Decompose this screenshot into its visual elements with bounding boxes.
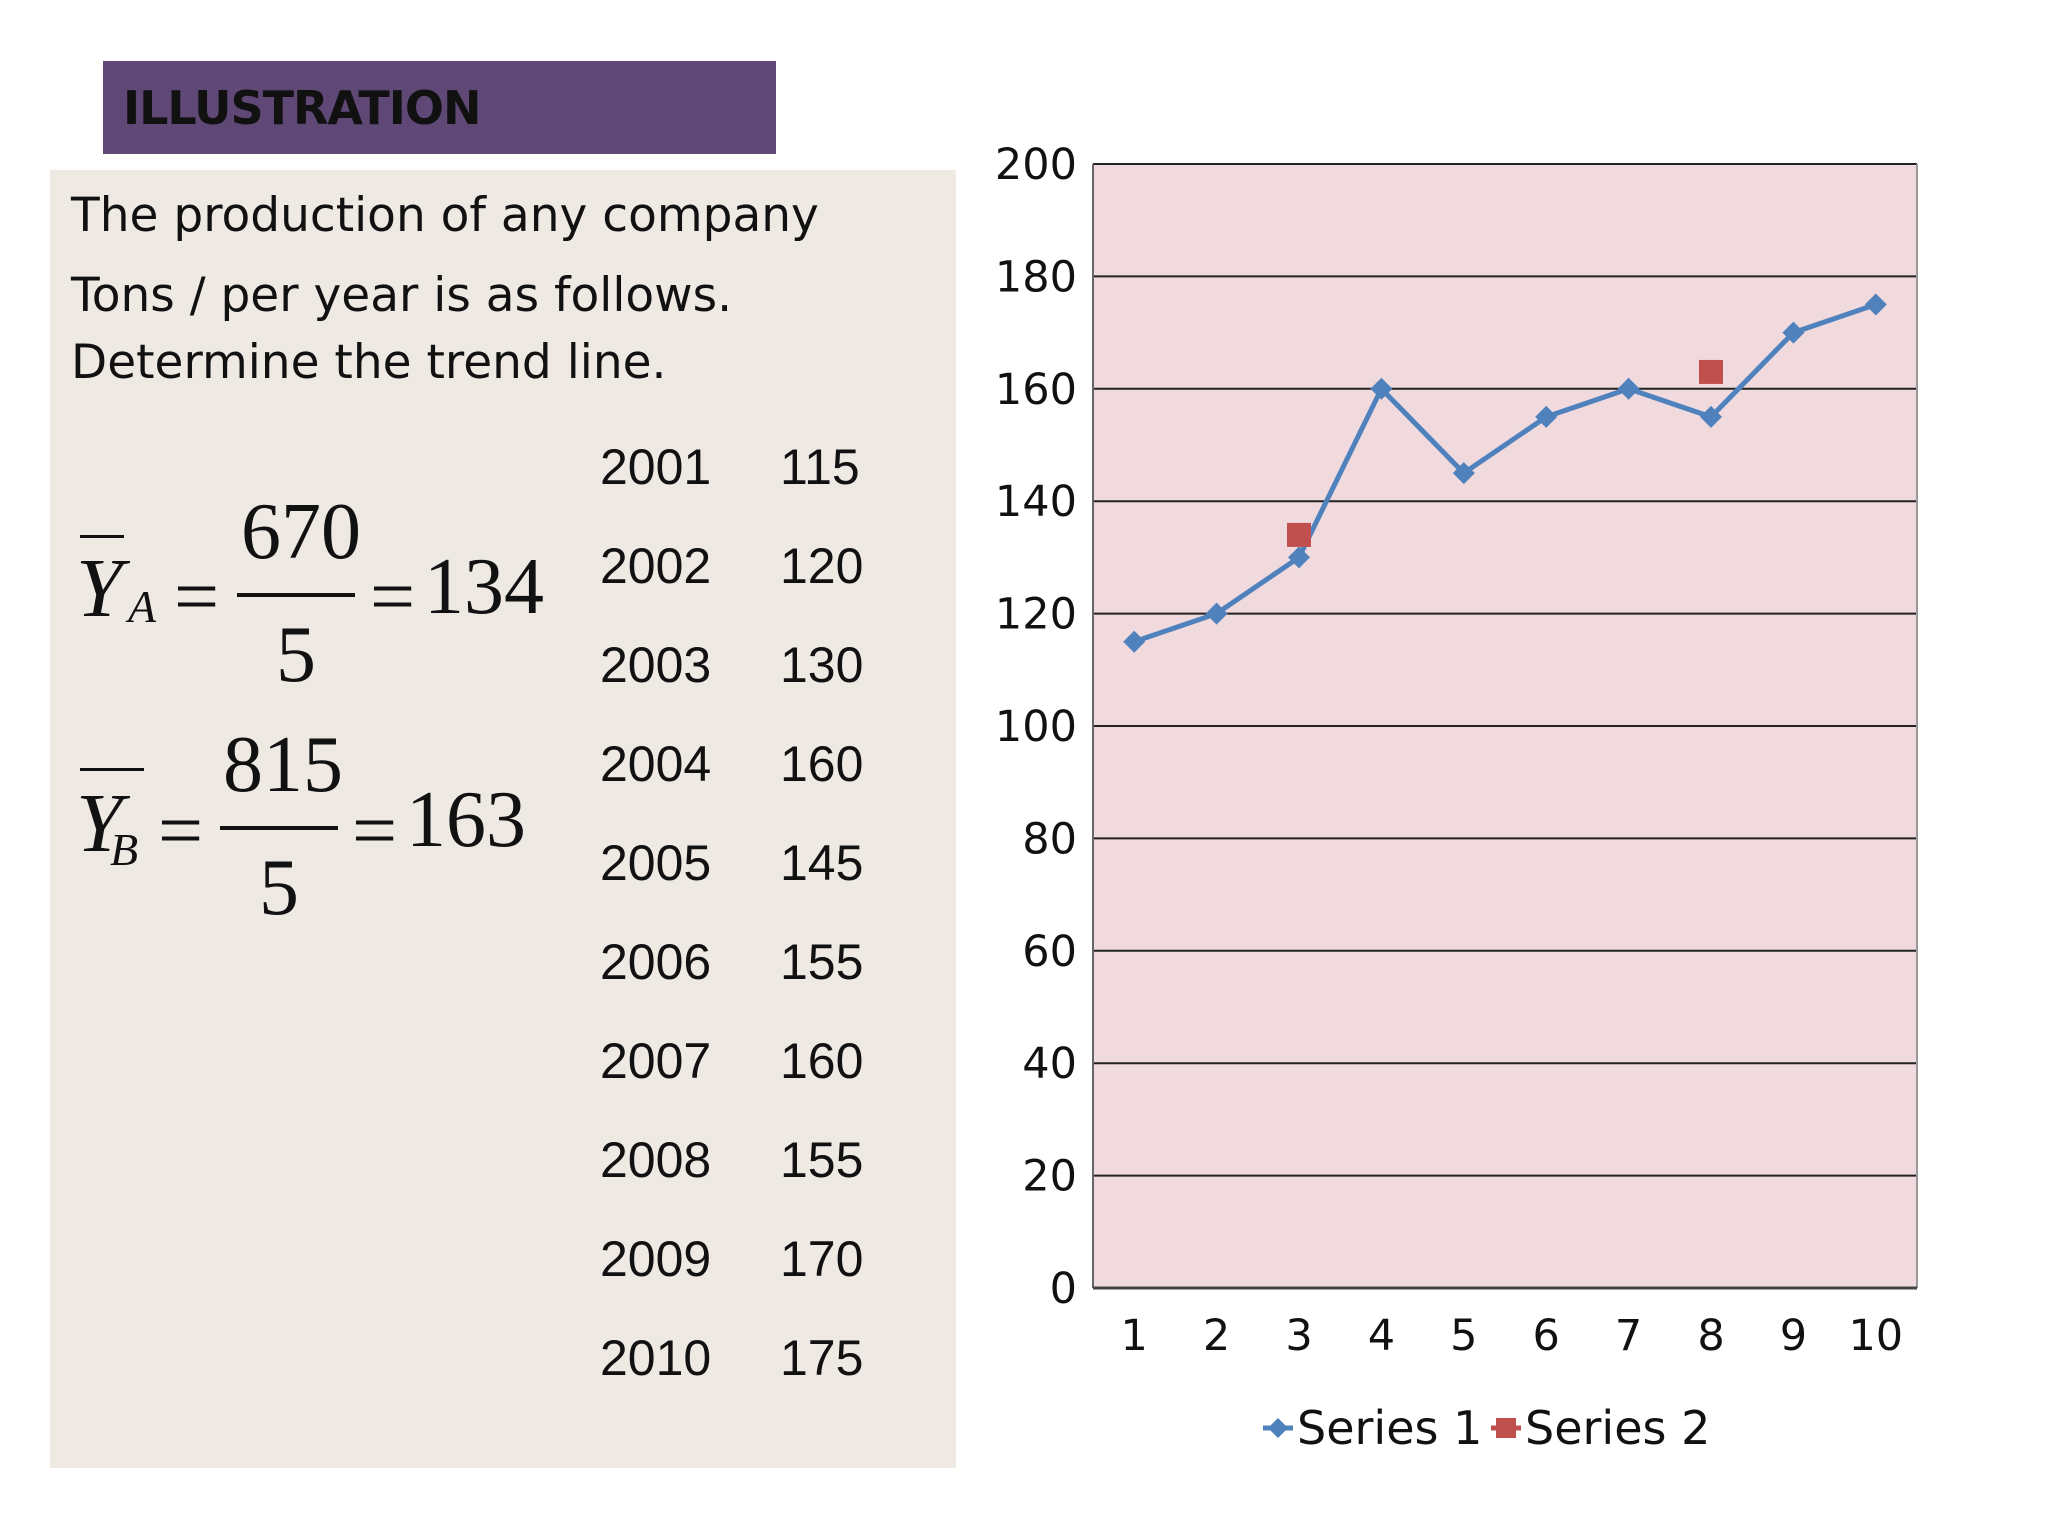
y-tick-label: 140 (995, 477, 1077, 527)
slide-title: ILLUSTRATION (123, 80, 482, 135)
legend-label: Series 1 (1297, 1401, 1482, 1455)
table-value-cell: 130 (780, 637, 864, 693)
legend-marker (1496, 1418, 1516, 1438)
problem-line-1: The production of any company (71, 188, 819, 243)
table-year-cell: 2003 (600, 637, 712, 693)
table-year-cell: 2007 (600, 1033, 712, 1089)
table-value-cell: 160 (780, 736, 864, 792)
table-year-cell: 2010 (600, 1330, 712, 1386)
series-point (1700, 405, 1722, 428)
numerator: 670 (241, 488, 361, 576)
legend-label: Series 2 (1525, 1401, 1710, 1455)
y-tick-label: 80 (1022, 814, 1077, 864)
denominator: 5 (276, 611, 316, 699)
x-tick-label: 5 (1450, 1311, 1477, 1361)
x-tick-label: 9 (1780, 1311, 1807, 1361)
table-value-cell: 145 (780, 835, 864, 891)
y-tick-label: 60 (1022, 927, 1077, 977)
problem-panel (50, 170, 956, 1468)
y-tick-label: 40 (1022, 1039, 1077, 1089)
equals-sign: = (174, 553, 220, 641)
series-point (1452, 462, 1475, 485)
result: 163 (406, 776, 526, 864)
x-tick-label: 7 (1615, 1311, 1642, 1361)
equals-sign: = (370, 553, 416, 641)
fraction-bar (220, 826, 338, 830)
table-year-cell: 2001 (600, 439, 712, 495)
y-tick-label: 120 (995, 590, 1077, 640)
legend-marker (1268, 1418, 1288, 1438)
y-tick-label: 20 (1022, 1152, 1077, 1202)
fraction-bar (237, 593, 355, 597)
table-year-cell: 2008 (600, 1132, 712, 1188)
result: 134 (424, 543, 544, 631)
table-value-cell: 170 (780, 1231, 864, 1287)
equals-sign: = (352, 787, 398, 875)
series-point (1123, 630, 1146, 653)
series-point (1535, 405, 1558, 428)
series-point (1288, 546, 1310, 569)
x-tick-label: 1 (1121, 1311, 1148, 1361)
series-point (1782, 321, 1805, 344)
problem-line-3: Determine the trend line. (71, 335, 667, 390)
table-value-cell: 120 (780, 538, 864, 594)
table-value-cell: 160 (780, 1033, 864, 1089)
equals-sign: = (158, 787, 204, 875)
mean-subscript: A (128, 581, 157, 632)
x-tick-label: 2 (1203, 1311, 1230, 1361)
table-year-cell: 2004 (600, 736, 712, 792)
series-point (1287, 522, 1311, 547)
table-year-cell: 2005 (600, 835, 712, 891)
y-tick-label: 100 (995, 702, 1077, 752)
table-value-cell: 155 (780, 934, 864, 990)
problem-line-2: Tons / per year is as follows. (71, 268, 733, 323)
x-tick-label: 3 (1285, 1311, 1312, 1361)
table-year-cell: 2009 (600, 1231, 712, 1287)
table-year-cell: 2002 (600, 538, 712, 594)
x-tick-label: 10 (1848, 1311, 1903, 1361)
x-tick-label: 8 (1697, 1311, 1724, 1361)
mean-symbol: Y (76, 542, 123, 635)
y-tick-label: 0 (1050, 1264, 1077, 1314)
series-point (1699, 359, 1723, 384)
series-line (1133, 302, 1877, 645)
table-value-cell: 115 (780, 439, 860, 495)
table-value-cell: 175 (780, 1330, 864, 1386)
series-point (1617, 377, 1640, 400)
title-banner: ILLUSTRATION (103, 61, 776, 154)
mean-subscript: B (110, 824, 139, 875)
table-year-cell: 2006 (600, 934, 712, 990)
numerator: 815 (223, 721, 343, 809)
series-point (1370, 377, 1393, 400)
overbar (80, 535, 124, 538)
y-tick-label: 200 (995, 140, 1077, 190)
x-tick-label: 6 (1533, 1311, 1560, 1361)
series-point (1864, 293, 1887, 316)
y-tick-label: 160 (995, 365, 1077, 415)
overbar (80, 768, 144, 771)
x-tick-label: 4 (1368, 1311, 1395, 1361)
denominator: 5 (259, 844, 299, 932)
table-value-cell: 155 (780, 1132, 864, 1188)
y-tick-label: 180 (995, 252, 1077, 302)
series-point (1205, 602, 1228, 625)
mean-symbol: Y (76, 777, 123, 870)
